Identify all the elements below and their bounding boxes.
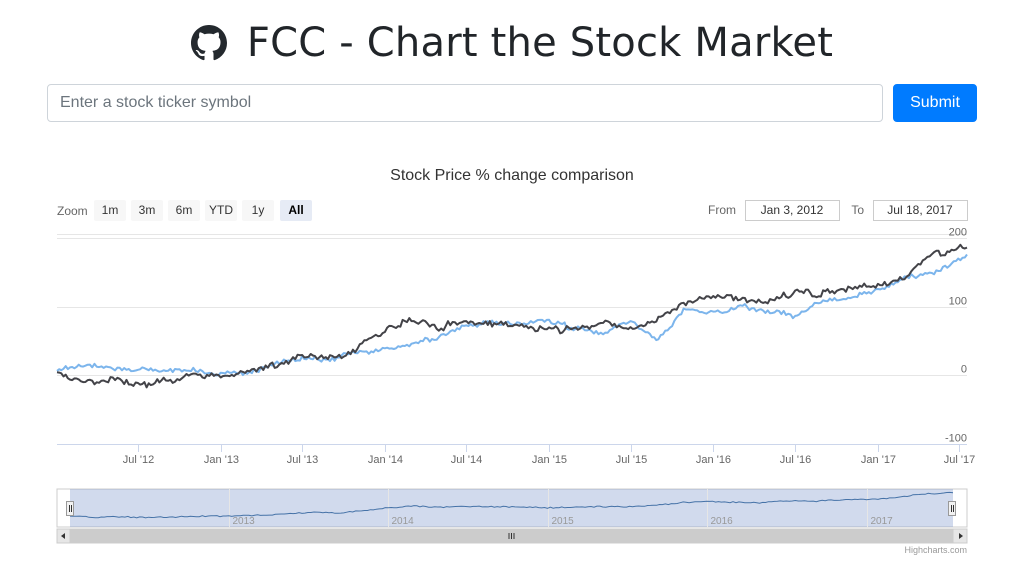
y-tick-label: 200 (949, 227, 967, 239)
y-tick-label: 100 (949, 296, 967, 308)
x-tick-label: Jul '12 (123, 454, 154, 466)
navigator-year-label: 2016 (711, 516, 734, 527)
x-tick-label: Jul '13 (287, 454, 318, 466)
navigator-handle-right[interactable] (948, 501, 956, 516)
navigator-year-label: 2015 (552, 516, 575, 527)
range-button-label: 1y (252, 203, 265, 217)
navigator[interactable]: 2013 2014 2015 2016 2017 (56, 488, 968, 528)
y-tick-label: 0 (961, 364, 967, 376)
plot-series (56, 243, 968, 389)
x-tick-label: Jan '17 (861, 454, 896, 466)
x-tick-label: Jan '13 (204, 454, 239, 466)
navigator-year-label: 2014 (392, 516, 415, 527)
series-line (56, 253, 968, 377)
x-tick-label: Jul '17 (944, 454, 975, 466)
x-tick-label: Jul '15 (616, 454, 647, 466)
range-button-6m[interactable]: 6m (168, 200, 200, 221)
range-button-ytd[interactable]: YTD (205, 200, 237, 221)
range-selector: Zoom 1m 3m 6m YTD 1y All From Jan 3, 20 (57, 200, 968, 221)
navigator-year-label: 2017 (871, 516, 894, 527)
to-date-value: Jul 18, 2017 (887, 203, 953, 217)
scrollbar-grip-icon (508, 533, 515, 539)
chart-title: Stock Price % change comparison (390, 167, 634, 184)
navigator-series (69, 491, 954, 519)
to-label: To (851, 203, 864, 217)
scrollbar[interactable] (56, 528, 968, 544)
y-tick-label: -100 (945, 433, 967, 445)
submit-button[interactable]: Submit (893, 84, 977, 122)
from-label: From (708, 203, 736, 217)
range-button-label: 3m (139, 203, 156, 217)
scrollbar-left-arrow-icon[interactable] (56, 528, 71, 544)
range-button-label: YTD (209, 203, 233, 217)
zoom-label: Zoom (57, 204, 88, 218)
from-date-input[interactable]: Jan 3, 2012 (745, 200, 840, 221)
navigator-year-label: 2013 (233, 516, 256, 527)
to-date-input[interactable]: Jul 18, 2017 (873, 200, 968, 221)
range-button-1m[interactable]: 1m (94, 200, 126, 221)
range-button-all[interactable]: All (280, 200, 312, 221)
stock-chart: Stock Price % change comparison Zoom 1m … (56, 167, 975, 555)
ticker-search-input[interactable] (47, 84, 883, 122)
page-title: FCC - Chart the Stock Market (246, 20, 834, 66)
x-tick-label: Jan '16 (696, 454, 731, 466)
github-icon[interactable] (190, 25, 227, 61)
x-tick-label: Jul '16 (780, 454, 811, 466)
x-tick-label: Jul '14 (451, 454, 482, 466)
y-gridlines (57, 238, 967, 445)
scrollbar-right-arrow-icon[interactable] (952, 528, 968, 544)
range-button-label: 1m (102, 203, 119, 217)
navigator-frame (56, 488, 968, 528)
navigator-mask (70, 489, 953, 527)
series-line (56, 243, 968, 389)
y-axis-labels: -100 0 100 200 (945, 227, 967, 445)
x-tick-label: Jan '14 (368, 454, 403, 466)
range-button-3m[interactable]: 3m (131, 200, 163, 221)
range-button-label: 6m (176, 203, 193, 217)
app-header: FCC - Chart the Stock Market (0, 18, 1024, 68)
range-button-1y[interactable]: 1y (242, 200, 274, 221)
x-axis: Jul '12 Jan '13 Jul '13 Jan '14 Jul '14 Jan '… (57, 444, 975, 466)
from-date-value: Jan 3, 2012 (761, 203, 824, 217)
highcharts-credits[interactable]: Highcharts.com (904, 545, 967, 555)
navigator-handle-left[interactable] (66, 501, 74, 516)
x-tick-label: Jan '15 (532, 454, 567, 466)
range-button-label: All (288, 203, 303, 217)
